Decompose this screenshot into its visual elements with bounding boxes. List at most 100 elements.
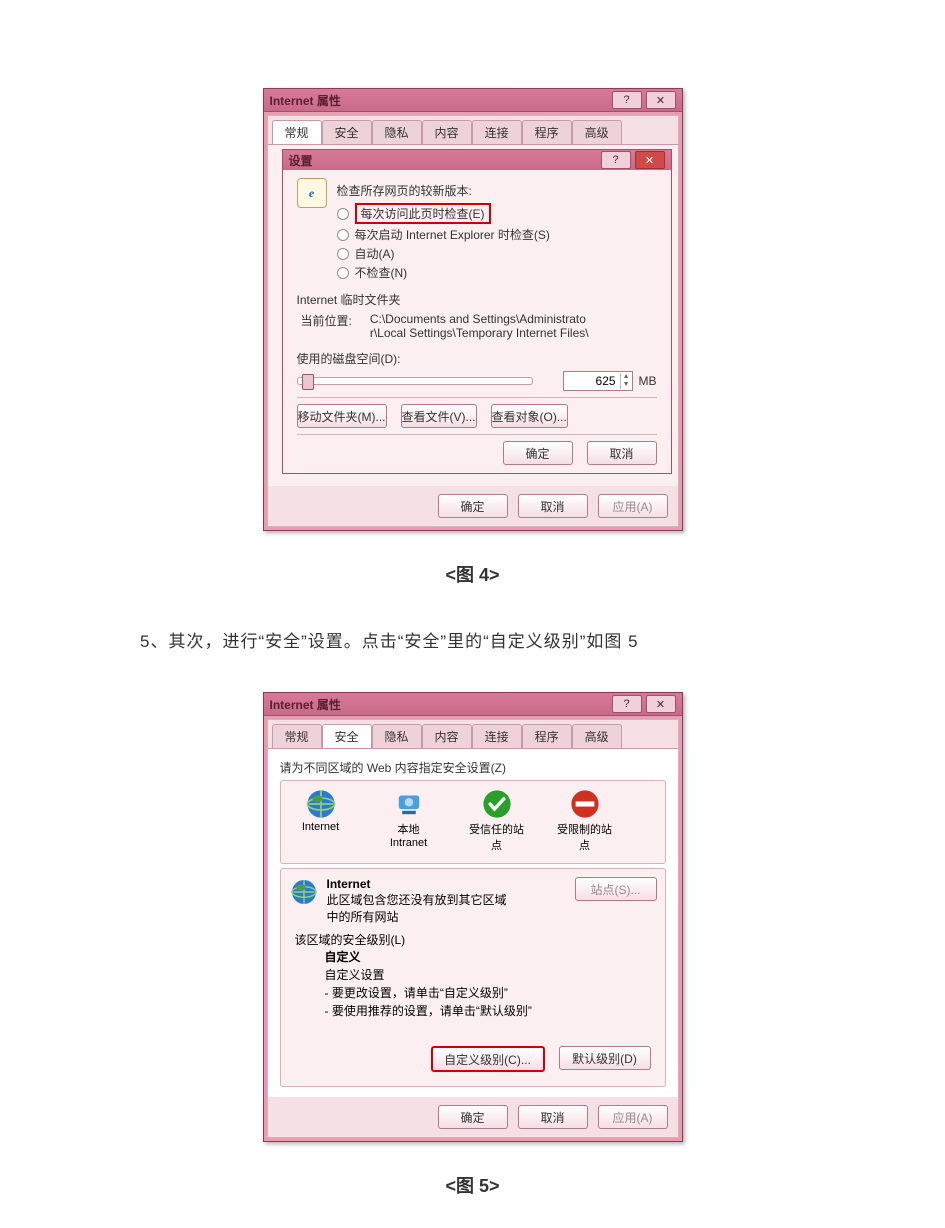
- security-level-section: 该区域的安全级别(L) 自定义 自定义设置 - 要更改设置，请单击“自定义级别”…: [295, 931, 651, 1020]
- view-files-button[interactable]: 查看文件(V)...: [401, 404, 477, 428]
- settings-ok-button[interactable]: 确定: [503, 441, 573, 465]
- tab-programs[interactable]: 程序: [522, 724, 572, 748]
- zone-panel-desc-l1: 此区域包含您还没有放到其它区域: [327, 891, 567, 908]
- sites-button[interactable]: 站点(S)...: [575, 877, 657, 901]
- zone-intranet[interactable]: 本地 Intranet: [375, 787, 443, 853]
- zone-restricted-label-l1: 受限制的站: [557, 821, 612, 837]
- default-level-button[interactable]: 默认级别(D): [559, 1046, 651, 1070]
- fig5-client: 常规 安全 隐私 内容 连接 程序 高级 请为不同区域的 Web 内容指定安全设…: [267, 719, 679, 1138]
- disk-space-label: 使用的磁盘空间(D):: [297, 350, 657, 367]
- disk-space-spinner[interactable]: ▲▼: [563, 371, 633, 391]
- disk-space-input[interactable]: [564, 374, 620, 388]
- current-location-label: 当前位置:: [301, 312, 352, 340]
- fig4-title: Internet 属性: [270, 92, 608, 109]
- radio-auto[interactable]: [337, 248, 349, 260]
- radio-never[interactable]: [337, 267, 349, 279]
- tab-programs[interactable]: 程序: [522, 120, 572, 144]
- disk-space-unit: MB: [639, 374, 657, 388]
- zone-trusted-label-l1: 受信任的站: [469, 821, 524, 837]
- radio-every-visit[interactable]: [337, 208, 349, 220]
- tab-general[interactable]: 常规: [272, 724, 322, 748]
- move-folder-button[interactable]: 移动文件夹(M)...: [297, 404, 387, 428]
- tab-connections[interactable]: 连接: [472, 724, 522, 748]
- figure-5-caption: <图 5>: [445, 1172, 499, 1198]
- zone-description-panel: Internet 此区域包含您还没有放到其它区域 中的所有网站 站点(S)...…: [280, 868, 666, 1087]
- custom-line-3: - 要使用推荐的设置，请单击“默认级别”: [325, 1002, 651, 1020]
- chevron-down-icon[interactable]: ▼: [621, 381, 632, 389]
- settings-cancel-button[interactable]: 取消: [587, 441, 657, 465]
- zone-restricted[interactable]: 受限制的站 点: [551, 787, 619, 853]
- spinner-arrows[interactable]: ▲▼: [620, 373, 632, 389]
- custom-line-1: 自定义设置: [325, 966, 651, 984]
- fig4-internet-options-dialog: Internet 属性 ? ✕ 常规 安全 隐私 内容 连接 程序 高级: [263, 88, 683, 531]
- zones-panel: Internet 本地 Intranet 受信任的站 点: [280, 780, 666, 864]
- zone-trusted[interactable]: 受信任的站 点: [463, 787, 531, 853]
- close-icon[interactable]: ✕: [646, 695, 676, 713]
- zone-trusted-label-l2: 点: [491, 837, 502, 853]
- tab-connections[interactable]: 连接: [472, 120, 522, 144]
- outer-apply-button[interactable]: 应用(A): [598, 494, 668, 518]
- fig4-settings-body: e 检查所存网页的较新版本: 每次访问此页时检查(E): [283, 170, 671, 473]
- outer-cancel-button[interactable]: 取消: [518, 1105, 588, 1129]
- tab-privacy[interactable]: 隐私: [372, 120, 422, 144]
- check-versions-label: 检查所存网页的较新版本:: [337, 182, 657, 199]
- view-objects-button[interactable]: 查看对象(O)...: [491, 404, 568, 428]
- fig5-internet-options-dialog: Internet 属性 ? ✕ 常规 安全 隐私 内容 连接 程序 高级 请为不…: [263, 692, 683, 1142]
- zone-panel-title: Internet: [327, 877, 567, 891]
- tif-group-label: Internet 临时文件夹: [297, 291, 657, 308]
- radio-every-visit-label: 每次访问此页时检查(E): [361, 207, 485, 221]
- fig4-settings-title: 设置: [289, 152, 597, 169]
- custom-title: 自定义: [325, 948, 651, 966]
- zone-restricted-label-l2: 点: [579, 837, 590, 853]
- close-icon[interactable]: ✕: [635, 151, 665, 169]
- divider: [297, 434, 657, 435]
- tab-security[interactable]: 安全: [322, 120, 372, 144]
- disk-space-slider[interactable]: [297, 377, 533, 385]
- radio-every-start-label: 每次启动 Internet Explorer 时检查(S): [355, 226, 550, 243]
- help-icon[interactable]: ?: [612, 695, 642, 713]
- fig4-titlebar[interactable]: Internet 属性 ? ✕: [264, 89, 682, 112]
- fig4-settings-titlebar[interactable]: 设置 ? ✕: [283, 150, 671, 170]
- divider: [297, 397, 657, 398]
- custom-level-button[interactable]: 自定义级别(C)...: [431, 1046, 545, 1072]
- tab-advanced[interactable]: 高级: [572, 120, 622, 144]
- outer-ok-button[interactable]: 确定: [438, 494, 508, 518]
- security-level-label: 该区域的安全级别(L): [295, 931, 651, 948]
- fig5-title: Internet 属性: [270, 696, 608, 713]
- tab-general[interactable]: 常规: [272, 120, 322, 144]
- radio-every-visit-label-highlight: 每次访问此页时检查(E): [355, 203, 491, 224]
- help-icon[interactable]: ?: [601, 151, 631, 169]
- help-icon[interactable]: ?: [612, 91, 642, 109]
- tab-content[interactable]: 内容: [422, 120, 472, 144]
- zones-intro-label: 请为不同区域的 Web 内容指定安全设置(Z): [280, 759, 666, 776]
- radio-never-label: 不检查(N): [355, 264, 408, 281]
- zones-list: Internet 本地 Intranet 受信任的站 点: [281, 781, 665, 863]
- globe-icon: [304, 787, 338, 821]
- trusted-check-icon: [480, 787, 514, 821]
- outer-ok-button[interactable]: 确定: [438, 1105, 508, 1129]
- restricted-stop-icon: [568, 787, 602, 821]
- fig5-tabs: 常规 安全 隐私 内容 连接 程序 高级: [268, 720, 678, 749]
- level-buttons: 自定义级别(C)... 默认级别(D): [295, 1046, 651, 1072]
- radio-every-start[interactable]: [337, 229, 349, 241]
- fig5-outer-buttons: 确定 取消 应用(A): [268, 1097, 678, 1137]
- current-location-value: C:\Documents and Settings\Administrator\…: [370, 312, 590, 340]
- tab-content[interactable]: 内容: [422, 724, 472, 748]
- outer-cancel-button[interactable]: 取消: [518, 494, 588, 518]
- ie-document-icon: e: [297, 178, 327, 208]
- tab-advanced[interactable]: 高级: [572, 724, 622, 748]
- slider-thumb[interactable]: [302, 374, 314, 390]
- outer-apply-button[interactable]: 应用(A): [598, 1105, 668, 1129]
- tab-security[interactable]: 安全: [322, 724, 372, 748]
- tab-privacy[interactable]: 隐私: [372, 724, 422, 748]
- fig4-tabbody: 设置 ? ✕ e 检查所存网页的较新版本:: [268, 145, 678, 486]
- fig5-titlebar[interactable]: Internet 属性 ? ✕: [264, 693, 682, 716]
- custom-line-2: - 要更改设置，请单击“自定义级别”: [325, 984, 651, 1002]
- intranet-icon: [392, 787, 426, 821]
- close-icon[interactable]: ✕: [646, 91, 676, 109]
- zone-internet[interactable]: Internet: [287, 787, 355, 853]
- zone-panel-desc-l2: 中的所有网站: [327, 908, 567, 925]
- fig4-client: 常规 安全 隐私 内容 连接 程序 高级 设置 ? ✕: [267, 115, 679, 527]
- chevron-up-icon[interactable]: ▲: [621, 373, 632, 381]
- zone-intranet-label-l2: Intranet: [390, 837, 427, 849]
